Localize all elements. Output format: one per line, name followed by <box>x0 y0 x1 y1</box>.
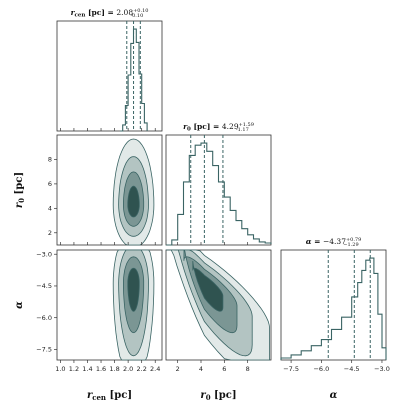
contour-level-4 <box>127 185 140 218</box>
y-tick-label-r0: 8 <box>48 156 52 164</box>
title-alpha: α = −4.37+0.79 −1.29 <box>306 237 362 248</box>
panel-frame <box>56 20 163 132</box>
panel-alpha-alpha: −7.5 −6.0 −4.5 −3.0 <box>280 249 390 373</box>
title-rcen: rcen [pc] = 2.08+0.10 -0.10 <box>71 8 149 19</box>
x-tick-label-alpha: −3.0 <box>374 365 390 373</box>
x-tick-label-rcen: 2.4 <box>150 365 160 373</box>
y-tick-label-alpha: −6.0 <box>36 314 52 322</box>
x-tick-label-r0: 8 <box>246 365 250 373</box>
y-axis-label-r0: r0 [pc] <box>14 172 26 208</box>
x-tick-label-r0: 6 <box>222 365 226 373</box>
x-tick-label-rcen: 1.0 <box>55 365 65 373</box>
x-tick-label-r0: 4 <box>199 365 203 373</box>
x-axis-label-alpha: α <box>330 390 338 401</box>
x-tick-label-alpha: −6.0 <box>313 365 329 373</box>
contour-level-4 <box>192 260 224 312</box>
y-axis-label-alpha: α <box>14 301 25 309</box>
panel-r0-alpha: 2 4 6 8 <box>165 249 272 373</box>
x-tick-label-rcen: 1.8 <box>109 365 119 373</box>
panel-rcen-rcen <box>56 20 163 132</box>
title-r0: r0 [pc] = 4.29+1.59 -1.17 <box>183 122 254 133</box>
contour-level-4 <box>127 267 140 312</box>
x-axis-label-rcen: rcen [pc] <box>87 390 132 402</box>
x-tick-label-rcen: 1.4 <box>82 365 92 373</box>
y-tick-label-alpha: −3.0 <box>36 250 52 258</box>
panel-frame <box>280 249 387 361</box>
x-tick-label-rcen: 2.2 <box>137 365 147 373</box>
y-tick-label-alpha: −7.5 <box>36 346 52 354</box>
panel-frame <box>165 134 272 246</box>
x-tick-label-alpha: −4.5 <box>344 365 360 373</box>
x-tick-label-rcen: 2.0 <box>123 365 133 373</box>
y-tick-label-r0: 2 <box>48 229 52 237</box>
x-axis-label-r0: r0 [pc] <box>200 390 236 402</box>
x-tick-label-alpha: −7.5 <box>283 365 299 373</box>
panel-r0-r0 <box>165 134 272 246</box>
panel-rcen-r0: 2 4 6 8 <box>48 134 163 246</box>
x-tick-label-rcen: 1.2 <box>69 365 79 373</box>
panel-rcen-alpha: 1.0 1.2 1.4 1.6 1.8 2.0 2.2 2.4 −7.5 −6.0 −4.5 −3.0 <box>36 249 163 373</box>
y-tick-label-alpha: −4.5 <box>36 282 52 290</box>
x-tick-label-r0: 2 <box>176 365 180 373</box>
y-tick-label-r0: 6 <box>48 180 52 188</box>
y-tick-label-r0: 4 <box>48 205 52 213</box>
histogram-rcen <box>120 28 148 132</box>
x-tick-label-rcen: 1.6 <box>96 365 106 373</box>
histogram-r0 <box>166 142 272 246</box>
